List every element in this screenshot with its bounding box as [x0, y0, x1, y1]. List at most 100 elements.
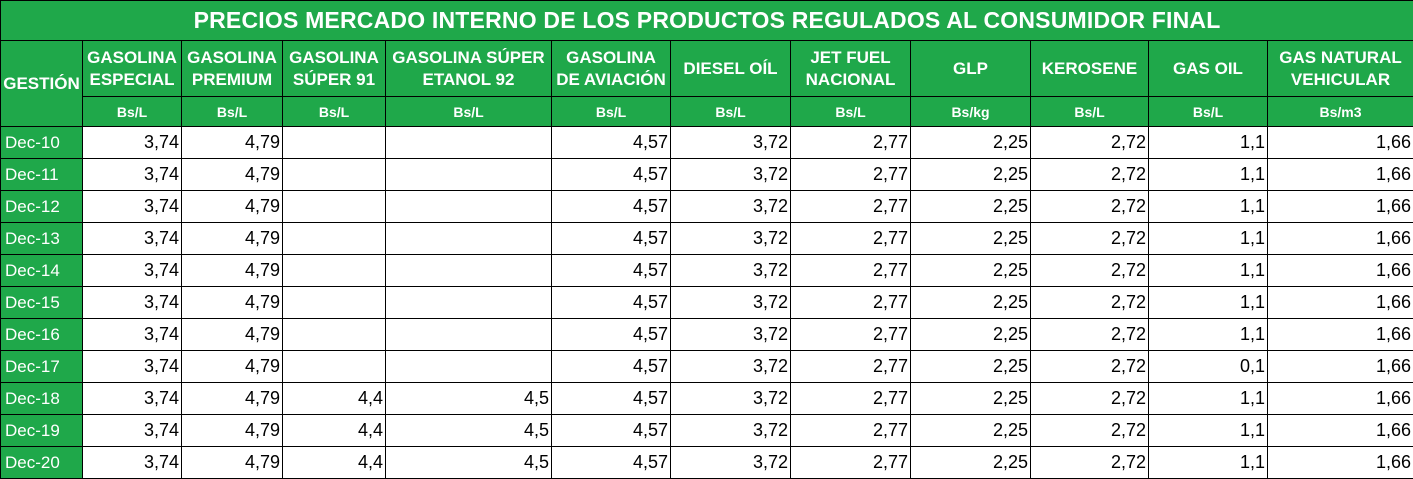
- price-cell: 1,1: [1148, 222, 1268, 255]
- price-cell: 2,72: [1030, 190, 1149, 223]
- column-unit: Bs/L: [1148, 96, 1268, 127]
- row-date: Dec-16: [0, 318, 83, 351]
- price-cell: 4,57: [551, 222, 671, 255]
- row-date: Dec-10: [0, 126, 83, 159]
- price-cell: 3,74: [82, 222, 182, 255]
- column-unit: Bs/L: [82, 96, 182, 127]
- price-cell: 4,5: [385, 382, 552, 415]
- unit-header-row: Bs/L Bs/L Bs/L Bs/L Bs/L Bs/L Bs/L Bs/kg Bs/L Bs/…: [1, 96, 1413, 127]
- price-cell: 4,57: [551, 254, 671, 287]
- table-row: Dec-16 3,74 4,79 4,57 3,72 2,77 2,25 2,72 1,1 1,6…: [0, 318, 1413, 351]
- price-cell: 2,25: [910, 318, 1031, 351]
- column-header: GAS OIL: [1148, 40, 1268, 97]
- price-cell: 4,79: [181, 126, 283, 159]
- price-cell: 4,79: [181, 286, 283, 319]
- price-cell: 4,57: [551, 446, 671, 479]
- price-cell: 3,72: [670, 286, 791, 319]
- price-cell: 4,79: [181, 254, 283, 287]
- price-cell: 4,5: [385, 414, 552, 447]
- price-cell: 4,57: [551, 126, 671, 159]
- column-header: GASOLINA PREMIUM: [181, 40, 283, 97]
- column-header: GASOLINA ESPECIAL: [82, 40, 182, 97]
- column-unit: Bs/kg: [910, 96, 1031, 127]
- table-row: Dec-15 3,74 4,79 4,57 3,72 2,77 2,25 2,72 1,1 1,6…: [0, 286, 1413, 319]
- price-cell: 4,4: [282, 382, 386, 415]
- price-cell: 1,1: [1148, 318, 1268, 351]
- price-cell: [282, 190, 386, 223]
- column-header-line1: GAS OIL: [1173, 58, 1243, 78]
- price-cell: 3,72: [670, 382, 791, 415]
- price-cell: 1,66: [1266, 350, 1413, 383]
- price-cell: 1,1: [1148, 414, 1268, 447]
- price-cell: 3,74: [82, 382, 182, 415]
- column-unit: Bs/L: [1030, 96, 1149, 127]
- column-header-line2: PREMIUM: [191, 69, 273, 89]
- price-cell: 4,79: [181, 350, 283, 383]
- column-unit: Bs/m3: [1266, 96, 1413, 127]
- price-cell: 4,57: [551, 190, 671, 223]
- column-header-line1: KEROSENE: [1041, 58, 1138, 78]
- column-header-line2: ESPECIAL: [89, 69, 175, 89]
- price-cell: 3,74: [82, 126, 182, 159]
- column-header: GASOLINA SÚPER 91: [282, 40, 386, 97]
- column-header: KEROSENE: [1030, 40, 1149, 97]
- price-cell: 2,72: [1030, 254, 1149, 287]
- price-cell: 3,74: [82, 286, 182, 319]
- price-cell: 1,66: [1266, 382, 1413, 415]
- price-cell: 2,25: [910, 414, 1031, 447]
- price-cell: 4,5: [385, 446, 552, 479]
- price-cell: [385, 126, 552, 159]
- price-cell: 4,79: [181, 318, 283, 351]
- column-header-line2: NACIONAL: [805, 69, 896, 89]
- price-cell: [282, 126, 386, 159]
- row-date: Dec-20: [0, 446, 83, 479]
- price-cell: [385, 158, 552, 191]
- table-row: Dec-14 3,74 4,79 4,57 3,72 2,77 2,25 2,72 1,1 1,6…: [0, 254, 1413, 287]
- price-cell: 3,72: [670, 158, 791, 191]
- price-cell: 4,4: [282, 414, 386, 447]
- price-cell: 4,57: [551, 350, 671, 383]
- price-cell: [385, 254, 552, 287]
- price-cell: 3,74: [82, 318, 182, 351]
- price-cell: 1,1: [1148, 446, 1268, 479]
- price-cell: 2,25: [910, 190, 1031, 223]
- price-cell: 3,72: [670, 190, 791, 223]
- price-cell: 4,79: [181, 414, 283, 447]
- column-header-line1: GLP: [953, 58, 988, 78]
- price-cell: 1,1: [1148, 158, 1268, 191]
- price-cell: 2,72: [1030, 126, 1149, 159]
- price-cell: [282, 158, 386, 191]
- price-cell: 2,72: [1030, 158, 1149, 191]
- price-cell: 1,1: [1148, 382, 1268, 415]
- price-cell: 2,25: [910, 126, 1031, 159]
- row-date: Dec-13: [0, 222, 83, 255]
- column-header-line1: JET FUEL: [810, 47, 891, 67]
- price-cell: 2,77: [790, 382, 911, 415]
- column-header-line1: GASOLINA: [566, 47, 656, 67]
- row-date: Dec-14: [0, 254, 83, 287]
- price-cell: 2,77: [790, 446, 911, 479]
- price-cell: 1,66: [1266, 414, 1413, 447]
- price-cell: 2,25: [910, 286, 1031, 319]
- column-header-line1: GAS NATURAL: [1279, 47, 1402, 67]
- price-cell: 1,66: [1266, 286, 1413, 319]
- price-cell: [282, 350, 386, 383]
- price-cell: 1,1: [1148, 190, 1268, 223]
- price-cell: 2,25: [910, 446, 1031, 479]
- price-cell: 3,72: [670, 254, 791, 287]
- column-unit: Bs/L: [181, 96, 283, 127]
- price-cell: 3,74: [82, 414, 182, 447]
- price-cell: 2,77: [790, 286, 911, 319]
- price-cell: 4,79: [181, 222, 283, 255]
- price-cell: 1,66: [1266, 254, 1413, 287]
- price-cell: 1,1: [1148, 126, 1268, 159]
- price-cell: 2,72: [1030, 350, 1149, 383]
- column-header: DIESEL OÍL: [670, 40, 791, 97]
- price-cell: 4,57: [551, 158, 671, 191]
- price-cell: 4,79: [181, 382, 283, 415]
- price-cell: 1,66: [1266, 126, 1413, 159]
- price-cell: 2,72: [1030, 414, 1149, 447]
- price-cell: 3,72: [670, 446, 791, 479]
- column-unit: Bs/L: [385, 96, 552, 127]
